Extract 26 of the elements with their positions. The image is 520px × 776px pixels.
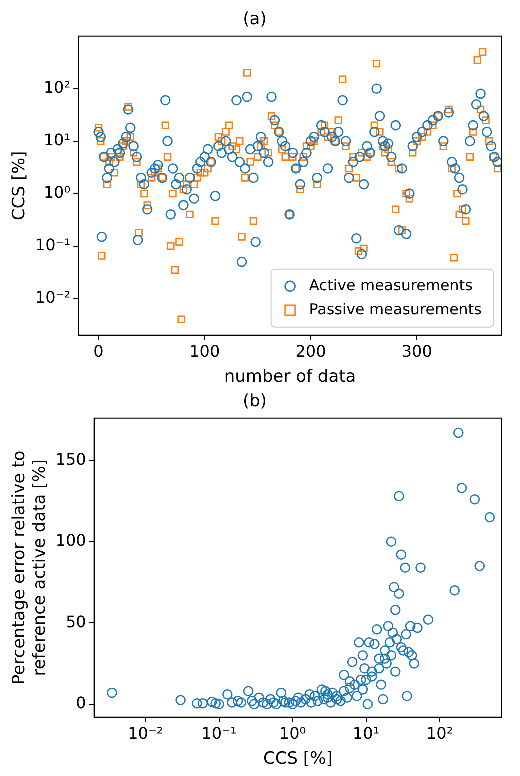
y-tick-label: 0 — [76, 694, 86, 713]
y-tick-label: 10⁻¹ — [35, 235, 71, 254]
chart-title: (b) — [242, 392, 268, 412]
y-tick-label: 10¹ — [44, 130, 71, 150]
x-tick-label: 200 — [296, 342, 326, 362]
chart-title: (a) — [243, 10, 267, 30]
y-tick-label: 10² — [44, 78, 71, 98]
y-axis-title: CCS [%] — [10, 151, 30, 221]
x-tick-label: 100 — [190, 342, 220, 362]
y-tick-label: 150 — [56, 450, 86, 469]
y-tick-label: 50 — [66, 612, 86, 632]
legend-label: Passive measurements — [309, 300, 482, 318]
x-tick-label: 10⁻¹ — [202, 724, 237, 744]
legend-label: Active measurements — [309, 276, 474, 294]
y-axis-title: Percentage error relative to reference active data [%] — [10, 450, 50, 685]
x-tick-label: 300 — [402, 342, 432, 362]
x-tick-label: 10⁰ — [279, 724, 306, 744]
x-tick-label: 10⁻² — [128, 724, 164, 744]
x-axis-title: CCS [%] — [263, 749, 333, 770]
y-tick-label: 100 — [56, 531, 86, 550]
x-tick-label: 10² — [426, 724, 454, 744]
x-tick-label: 0 — [94, 342, 104, 362]
x-tick-label: 10¹ — [352, 724, 380, 744]
y-tick-label: 10⁻² — [35, 288, 71, 307]
y-tick-label: 10⁰ — [44, 182, 71, 202]
x-axis-title: number of data — [224, 367, 356, 388]
